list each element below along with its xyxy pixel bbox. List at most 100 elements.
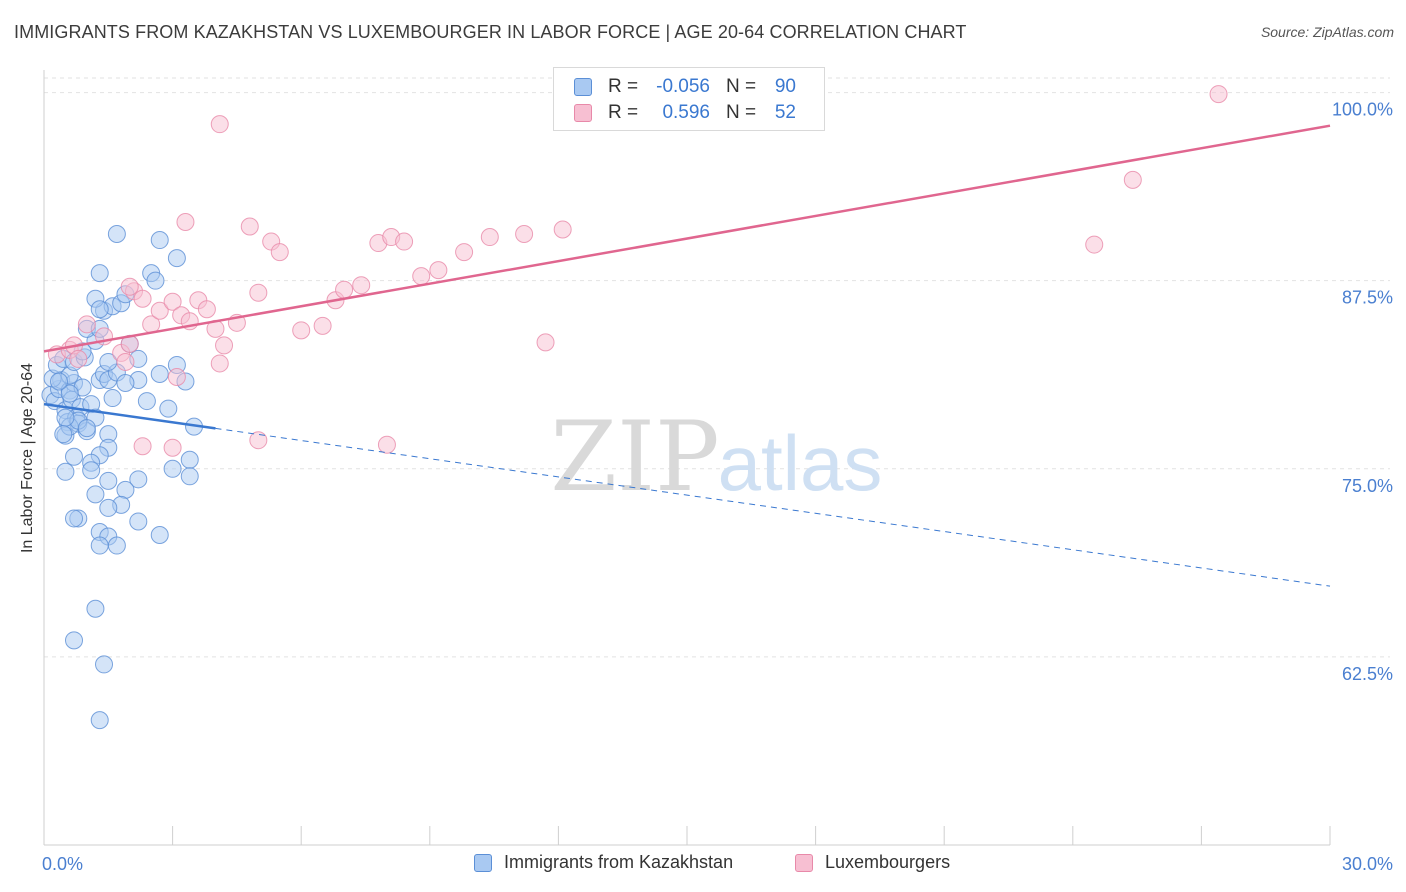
data-point-luxembourgers [553,220,572,239]
data-point-luxembourgers [352,276,371,295]
data-point-kazakhstan [180,467,199,486]
bottom-legend-label: Immigrants from Kazakhstan [504,852,734,872]
legend-r-value: -0.056 [656,76,710,97]
bottom-legend-swatch-blue [474,853,492,872]
axes [43,70,1331,846]
data-point-kazakhstan [65,447,84,466]
x-tick-label: 0.0% [42,854,83,874]
x-tick-label: 30.0% [1342,854,1393,874]
data-point-kazakhstan [107,536,126,555]
data-point-kazakhstan [146,271,165,290]
legend-r-label: R = [608,102,639,123]
data-point-luxembourgers [429,261,448,280]
watermark: ZIP atlas [550,401,882,513]
data-point-luxembourgers [1209,85,1228,104]
data-point-kazakhstan [50,372,69,391]
watermark-zip: ZIP [550,401,719,513]
legend-row-kazakhstan: R = -0.056 N = 90 [574,75,796,99]
legend-r-label: R = [608,76,639,97]
data-point-luxembourgers [176,212,195,231]
data-point-kazakhstan [116,480,135,499]
data-point-luxembourgers [77,315,96,334]
data-point-kazakhstan [65,509,84,528]
data-point-luxembourgers [167,367,186,386]
data-point-kazakhstan [167,249,186,268]
data-point-luxembourgers [377,435,396,454]
data-point-luxembourgers [215,336,234,355]
data-point-luxembourgers [249,431,268,450]
legend-swatch-blue [574,78,592,96]
data-point-luxembourgers [197,300,216,319]
data-point-luxembourgers [1085,235,1104,254]
data-point-luxembourgers [335,280,354,299]
data-point-kazakhstan [82,461,101,480]
data-point-luxembourgers [69,349,88,368]
bottom-legend-kazakhstan: Immigrants from Kazakhstan [474,852,733,873]
data-point-luxembourgers [210,354,229,373]
data-point-luxembourgers [395,232,414,251]
series-kazakhstan-points [41,225,204,730]
y-tick-label: 100.0% [1332,100,1393,120]
data-point-kazakhstan [137,392,156,411]
data-point-luxembourgers [536,333,555,352]
source-label: Source: ZipAtlas.com [1260,24,1394,40]
data-point-kazakhstan [54,425,73,444]
data-point-luxembourgers [120,277,139,296]
legend-r-value: 0.596 [662,102,710,123]
data-point-luxembourgers [249,283,268,302]
data-point-luxembourgers [210,115,229,134]
data-point-kazakhstan [129,512,148,531]
data-point-kazakhstan [116,374,135,393]
data-point-kazakhstan [163,459,182,478]
data-point-luxembourgers [163,292,182,311]
grid [44,77,1390,658]
stats-legend: R = -0.056 N = 90 R = 0.596 N = 52 [553,67,825,131]
data-point-kazakhstan [56,408,75,427]
tick-labels: 62.5% 75.0% 87.5% 100.0% 0.0% 30.0% [42,100,1393,874]
data-point-luxembourgers [515,225,534,244]
chart-title: IMMIGRANTS FROM KAZAKHSTAN VS LUXEMBOURG… [14,22,967,42]
data-point-luxembourgers [116,352,135,371]
data-point-luxembourgers [313,316,332,335]
data-point-kazakhstan [129,470,148,489]
legend-n-label: N = [726,76,757,97]
bottom-legend-swatch-pink [795,853,813,872]
data-point-luxembourgers [133,289,152,308]
trend-line-kazakhstan [43,402,216,430]
data-point-kazakhstan [99,498,118,517]
data-point-luxembourgers [1123,170,1142,189]
data-point-kazakhstan [86,485,105,504]
y-tick-label: 87.5% [1342,288,1393,308]
data-point-kazakhstan [60,384,79,403]
data-point-luxembourgers [270,243,289,262]
data-point-kazakhstan [77,419,96,438]
data-point-luxembourgers [150,301,169,320]
trend-line-kazakhstan-extension [215,427,1331,587]
data-point-kazakhstan [65,631,84,650]
data-point-kazakhstan [90,536,109,555]
legend-n-label: N = [726,102,757,123]
bottom-legend-label: Luxembourgers [825,852,951,872]
data-point-luxembourgers [480,228,499,247]
data-point-kazakhstan [86,599,105,618]
data-point-kazakhstan [99,471,118,490]
bottom-legend-luxembourgers: Luxembourgers [795,852,950,873]
y-tick-label: 62.5% [1342,664,1393,684]
data-point-luxembourgers [412,267,431,286]
data-point-luxembourgers [163,438,182,457]
data-point-luxembourgers [292,321,311,340]
data-point-kazakhstan [103,389,122,408]
trend-line-luxembourgers [43,124,1331,353]
data-point-kazakhstan [90,300,109,319]
data-point-luxembourgers [455,243,474,262]
legend-n-value: 52 [774,102,796,123]
data-point-kazakhstan [90,264,109,283]
legend-swatch-pink [574,104,592,122]
y-tick-label: 75.0% [1342,476,1393,496]
legend-row-luxembourgers: R = 0.596 N = 52 [574,101,796,125]
data-point-kazakhstan [150,526,169,544]
data-point-kazakhstan [56,462,75,481]
data-point-kazakhstan [180,450,199,469]
data-point-kazakhstan [150,231,169,250]
